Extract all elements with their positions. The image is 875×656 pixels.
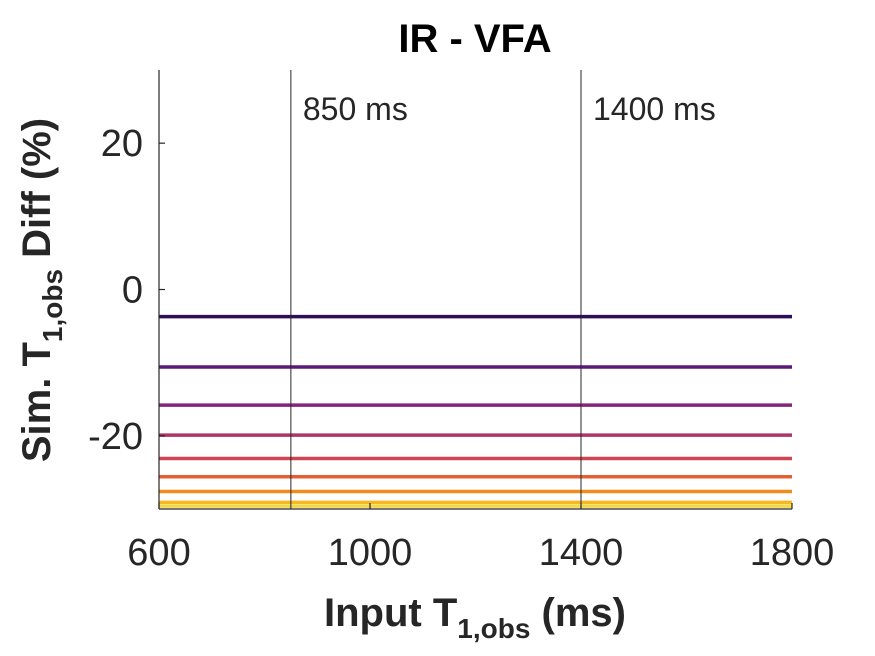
reference-label-850: 850 ms (303, 91, 408, 127)
series-layer (159, 314, 792, 508)
y-axis-label-main: Sim. T (15, 342, 59, 462)
y-tick-label-20: 20 (101, 123, 143, 165)
x-axis-label: Input T1,obs (ms) (324, 591, 626, 644)
reference-label-1400: 1400 ms (593, 91, 716, 127)
x-axis-label-main: Input T (324, 591, 457, 635)
x-axis-label-unit: (ms) (530, 591, 626, 635)
axes (158, 70, 793, 510)
x-axis-label-subscript: 1,obs (457, 613, 530, 644)
y-axis-label-unit: Diff (%) (15, 118, 59, 269)
x-tick-label-1400: 1400 (539, 532, 624, 574)
y-tick-label-0: 0 (122, 270, 143, 312)
chart-title: IR - VFA (398, 17, 551, 61)
y-axis-label-subscript: 1,obs (37, 269, 68, 342)
x-tick-label-600: 600 (127, 532, 190, 574)
x-tick-label-1800: 1800 (750, 532, 835, 574)
reference-lines: 850 ms 1400 ms (290, 70, 716, 509)
y-axis-label: Sim. T1,obs Diff (%) (15, 118, 68, 462)
tick-labels: 600 1000 1400 1800 20 0 -20 (88, 123, 834, 574)
x-tick-label-1000: 1000 (328, 532, 413, 574)
y-tick-label--20: -20 (88, 416, 143, 458)
